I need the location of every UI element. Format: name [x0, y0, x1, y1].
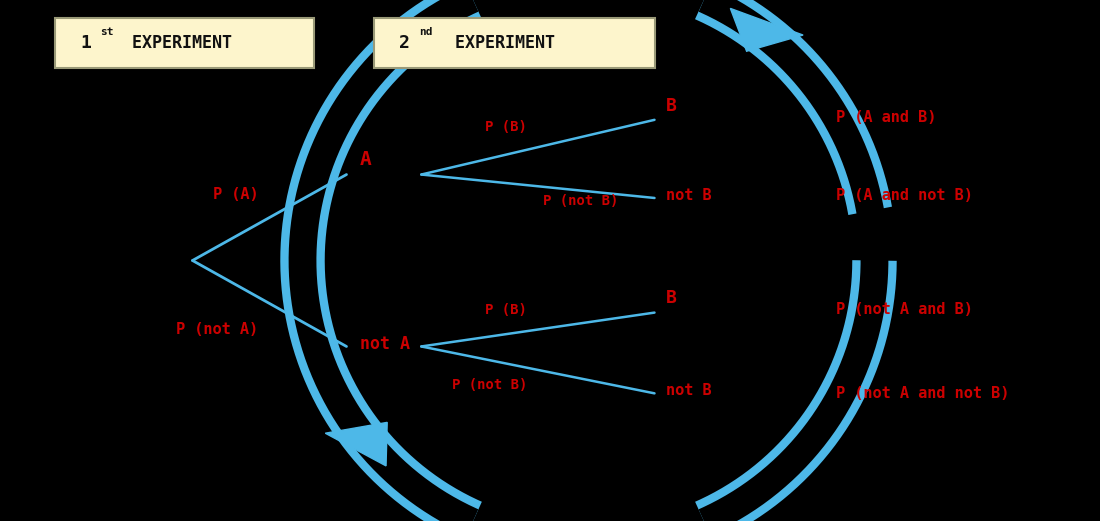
Text: P (not B): P (not B) [543, 194, 619, 208]
Text: P (A): P (A) [213, 187, 258, 202]
Text: B: B [666, 289, 676, 307]
Text: P (not A): P (not A) [176, 322, 258, 337]
FancyBboxPatch shape [374, 18, 654, 68]
Text: P (not A and not B): P (not A and not B) [836, 386, 1010, 401]
Text: P (B): P (B) [485, 120, 527, 134]
Polygon shape [730, 8, 803, 51]
Text: not B: not B [666, 188, 711, 203]
Text: P (not A and B): P (not A and B) [836, 303, 972, 317]
Text: P (not B): P (not B) [451, 378, 527, 392]
Text: P (A and not B): P (A and not B) [836, 188, 972, 203]
Text: 2: 2 [399, 34, 410, 52]
Text: not A: not A [360, 335, 409, 353]
Text: 1: 1 [80, 34, 91, 52]
Text: EXPERIMENT: EXPERIMENT [446, 34, 556, 52]
Text: EXPERIMENT: EXPERIMENT [122, 34, 232, 52]
Text: not B: not B [666, 383, 711, 398]
Text: P (A and B): P (A and B) [836, 110, 936, 125]
FancyBboxPatch shape [55, 18, 314, 68]
Text: B: B [666, 96, 676, 115]
Text: P (B): P (B) [485, 303, 527, 316]
Text: nd: nd [419, 27, 432, 36]
Text: st: st [100, 27, 113, 36]
Text: A: A [360, 151, 372, 169]
Polygon shape [326, 423, 387, 466]
